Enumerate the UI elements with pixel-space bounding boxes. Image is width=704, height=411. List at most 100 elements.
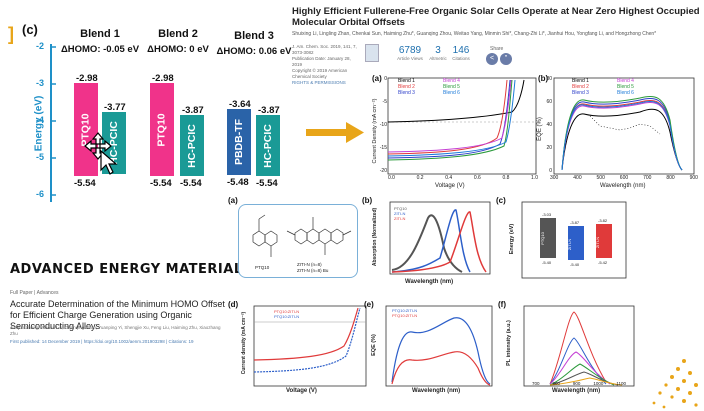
pl-f-xlabel: Wavelength (nm) [552,388,601,394]
jv-a-ytick: -5 [382,99,387,105]
metric-citations-value: 146 [452,45,470,56]
aem-meta: Full Paper | Advances [10,290,59,296]
jv-d-legend-2: PTQ10:ZITI-N [274,314,300,319]
paper-date: Publication Date: January 28, 2019 [292,56,351,67]
eqe-b-xtick: 500 [596,175,605,181]
structures-box: PTQ10 ZITI-N (n=8) ZITI-N (n=8) Bu [238,204,358,278]
blend-2-title: Blend 2 [158,28,198,40]
eqe-b-ytick: 40 [546,122,552,128]
jv-a-ytick: 0 [384,76,387,82]
aem-links[interactable]: First published: 14 December 2019 | http… [10,339,194,344]
paper-header: Highly Efficient Fullerene-Free Organic … [292,6,702,37]
energy-c-bar-3-name: ZITI-N [595,236,601,249]
eqe-b-legend-3: Blend 3 [572,90,589,96]
eqe-b-label: (b) [538,74,549,83]
blend-1-donor-lumo: -2.98 [76,73,98,84]
blend-1-donor-bar: PTQ10 [74,83,98,176]
jv-a-series-1 [387,79,525,123]
eqe-e-label: (e) [364,300,374,309]
paper-title[interactable]: Highly Efficient Fullerene-Free Organic … [292,6,700,28]
jv-a-legend-5: Blend 5 [443,84,460,90]
abs-b-chart [389,201,491,275]
structure-name-ziti-1: ZITI-N (n=8) [297,262,322,267]
abs-b-legend-2: ZITI-N [394,211,406,216]
share-icon[interactable]: < [486,53,498,65]
blend-3-acceptor-bar: HC-PCIC [256,115,280,176]
jv-a-ytick: -10 [379,122,387,128]
energy-c-bar-1-lumo: -3.03 [542,212,552,217]
pl-f-xtick: 800 [552,381,560,386]
energy-c-chart [521,201,627,279]
jv-a-ytick: -15 [379,145,387,151]
energy-c-bar-1-name: PTQ10 [539,232,545,245]
abs-b-legend-1: PTQ10 [394,206,407,211]
blend-2-acceptor-lumo: -3.87 [182,105,204,116]
blend-2-donor-homo: -5.54 [150,178,172,189]
decorative-dot-pattern [652,359,698,409]
paper-authors: Shuixing Li, Lingling Zhan, Chenkai Sun,… [292,31,657,37]
share-label: Share [490,46,504,52]
aem-article-title[interactable]: Accurate Determination of the Minimum HO… [10,299,225,331]
blend-1-acceptor-lumo: -3.77 [104,102,126,113]
jv-a-yticks: 0 -5 -10 -15 -20 [377,76,387,174]
blend-3-acceptor-name: HC-PCIC [262,123,274,168]
metric-views-label: Article Views [397,56,423,61]
blend-1-delta-homo: ΔHOMO: -0.05 eV [60,44,140,55]
jv-a-series-6 [387,79,516,157]
eqe-b-xticks: 300 400 500 600 700 800 900 [550,175,698,181]
blend-3-donor-homo: -5.48 [227,177,249,188]
paper-journal: J. Am. Chem. Soc. 2019, 141, 7, 3073-308… [292,44,362,86]
energy-c-bar-2-name: ZITI-N [567,238,573,251]
structures-label: (a) [228,196,238,205]
eqe-b-xtick: 600 [619,175,629,181]
eqe-b-legend-1: Blend 1 [572,78,589,84]
jv-d-ylabel: Current density (mA cm⁻²) [241,311,247,375]
jv-a-xtick: 0.8 [502,175,510,181]
paper-rights-link[interactable]: RIGHTS & PERMISSIONS [292,80,346,85]
pl-f-chart [523,305,635,387]
eqe-b-xtick: 800 [666,175,675,181]
eqe-b-legend-4: Blend 4 [617,78,634,84]
arrow-right-icon [306,122,364,143]
jv-d-chart [253,305,367,387]
pl-f-xticks: 700 800 900 1000 1100 [532,381,626,386]
jv-a-series-3 [387,79,511,159]
jv-a-series-4 [387,79,512,153]
eqe-b-xtick: 700 [643,175,652,181]
abs-b-legend-3: ZITI-N [394,216,406,221]
metric-altmetric: 3 Altmetric [428,45,448,61]
blend-2-donor-name: PTQ10 [156,112,169,147]
eqe-e-legend: PTQ10:ZITI-N PTQ10:ZITI-N [392,308,417,318]
blend-3-acceptor-homo: -5.54 [256,178,278,189]
blend-1-title: Blend 1 [80,28,120,40]
metric-altmetric-label: Altmetric [429,56,447,61]
jv-a-chart [387,77,537,175]
energy-panel-label: (c) [22,22,38,37]
cite-icon[interactable]: " [500,53,512,65]
eqe-b-legend-6: Blend 6 [617,90,634,96]
jv-a-xtick: 0.6 [473,175,481,181]
blend-3-donor-name: PBDB-TF [233,118,246,166]
pointer-cursor-icon [100,150,118,175]
paper-journal-citation: J. Am. Chem. Soc. 2019, 141, 7, 3073-308… [292,44,357,55]
eqe-b-chart [553,77,695,175]
eqe-b-yticks: 0 20 40 60 80 [543,76,552,174]
jv-a-label: (a) [372,74,382,83]
jv-d-label: (d) [228,300,239,309]
pl-f-xtick: 1000 [593,381,604,386]
abs-b-label: (b) [362,196,373,205]
corner-bracket-mark: ] [8,24,14,44]
energy-tick-4: -4 [36,115,45,125]
energy-c-bar-3-homo: -5.42 [598,260,608,265]
energy-c-ylabel: Energy (eV) [509,223,515,255]
metric-views-value: 6789 [398,45,422,56]
blend-2-acceptor-homo: -5.54 [180,178,202,189]
pl-f-xtick: 700 [532,381,540,386]
aem-logo: ADVANCED ENERGY MATERIALS [10,262,253,277]
metric-views: 6789 Article Views [396,45,424,61]
pl-f-xtick: 900 [572,381,581,386]
pl-f-label: (f) [498,300,506,309]
abs-b-legend: PTQ10 ZITI-N ZITI-N [394,206,407,221]
eqe-b-xtick: 900 [689,175,698,181]
